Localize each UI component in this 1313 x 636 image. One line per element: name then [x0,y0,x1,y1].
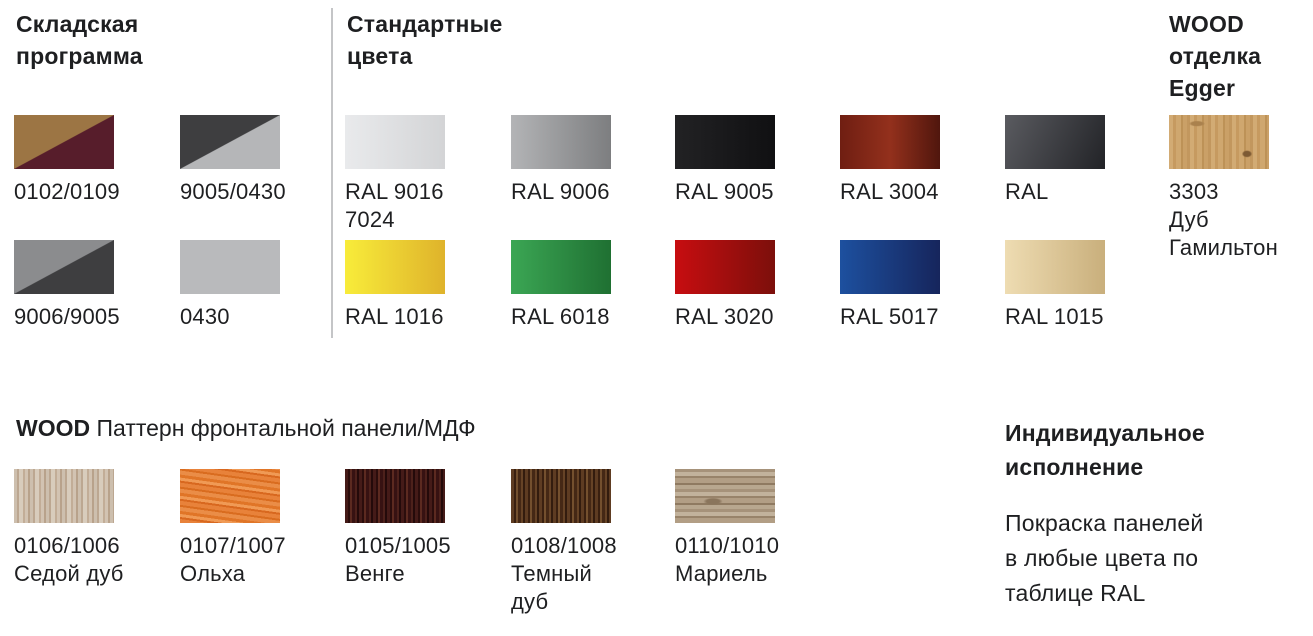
color-swatch [675,240,775,294]
swatch-label: 0108/1008 Темный дуб [511,533,617,614]
standard-colors-section-title: Стандартные цвета [347,11,503,69]
wood-swatch [180,469,280,523]
wood-swatch [1169,115,1269,169]
swatch-cell-ral-3004: RAL 3004 [840,115,1002,204]
color-swatch [345,115,445,169]
swatch-label: 0106/1006 Седой дуб [14,533,124,586]
swatch-cell-ral-1016: RAL 1016 [345,240,507,329]
swatch-label: 9006/9005 [14,304,120,329]
swatch-cell-0102-0109: 0102/0109 [14,115,176,204]
color-swatch [180,240,280,294]
swatch-label: RAL 1015 [1005,304,1104,329]
color-swatch [511,115,611,169]
color-swatch [14,115,114,169]
swatch-cell-ral-9016: RAL 9016 7024 [345,115,507,232]
custom-finish-description: Покраска панелей в любые цвета по таблиц… [1005,510,1204,606]
wood-swatch [345,469,445,523]
swatch-cell-0430: 0430 [180,240,342,329]
swatch-cell-0106-1006: 0106/1006 Седой дуб [14,469,176,586]
wood-swatch [511,469,611,523]
swatch-label: RAL 9005 [675,179,774,204]
wood-mdf-title-rest: Паттерн фронтальной панели/МДФ [90,415,476,441]
wood-mdf-title-bold: WOOD [16,415,91,441]
swatch-label: 0105/1005 Венге [345,533,451,586]
color-swatch [840,115,940,169]
swatch-label: RAL 6018 [511,304,610,329]
swatch-cell-0110-1010: 0110/1010 Мариель [675,469,837,586]
swatch-cell-0105-1005: 0105/1005 Венге [345,469,507,586]
swatch-cell-9005-0430: 9005/0430 [180,115,342,204]
wood-egger-section-title: WOOD отделка Egger [1169,11,1262,101]
color-swatch [1005,115,1105,169]
color-swatch [345,240,445,294]
wood-swatch [675,469,775,523]
vertical-divider [331,8,333,338]
swatch-cell-0107-1007: 0107/1007 Ольха [180,469,342,586]
color-swatch [180,115,280,169]
swatch-cell-9006-9005: 9006/9005 [14,240,176,329]
wood-swatch [14,469,114,523]
swatch-label: 0430 [180,304,230,329]
color-swatch [14,240,114,294]
color-swatch [511,240,611,294]
swatch-label: 0102/0109 [14,179,120,204]
swatch-cell-ral-1015: RAL 1015 [1005,240,1167,329]
color-swatch [1005,240,1105,294]
swatch-label: 3303 Дуб Гамильтон [1169,179,1278,260]
swatch-cell-ral: RAL [1005,115,1167,204]
color-swatch [840,240,940,294]
swatch-cell-ral-3020: RAL 3020 [675,240,837,329]
swatch-cell-ral-9005: RAL 9005 [675,115,837,204]
swatch-label: 9005/0430 [180,179,286,204]
swatch-label: RAL [1005,179,1049,204]
swatch-label: RAL 9006 [511,179,610,204]
swatch-cell-ral-5017: RAL 5017 [840,240,1002,329]
swatch-cell-ral-6018: RAL 6018 [511,240,673,329]
swatch-label: RAL 9016 7024 [345,179,444,232]
swatch-cell-ral-9006: RAL 9006 [511,115,673,204]
swatch-label: RAL 3004 [840,179,939,204]
swatch-label: 0110/1010 Мариель [675,533,780,586]
swatch-label: 0107/1007 Ольха [180,533,286,586]
warehouse-section-title: Складская программа [16,11,143,69]
custom-finish-title: Индивидуальное исполнение [1005,420,1205,480]
wood-mdf-section-title: WOOD Паттерн фронтальной панели/МДФ [16,413,476,443]
color-swatch [675,115,775,169]
swatch-label: RAL 5017 [840,304,939,329]
swatch-cell-3303-oak-hamilton: 3303 Дуб Гамильтон [1169,115,1313,260]
swatch-label: RAL 3020 [675,304,774,329]
swatch-cell-0108-1008: 0108/1008 Темный дуб [511,469,673,614]
swatch-label: RAL 1016 [345,304,444,329]
